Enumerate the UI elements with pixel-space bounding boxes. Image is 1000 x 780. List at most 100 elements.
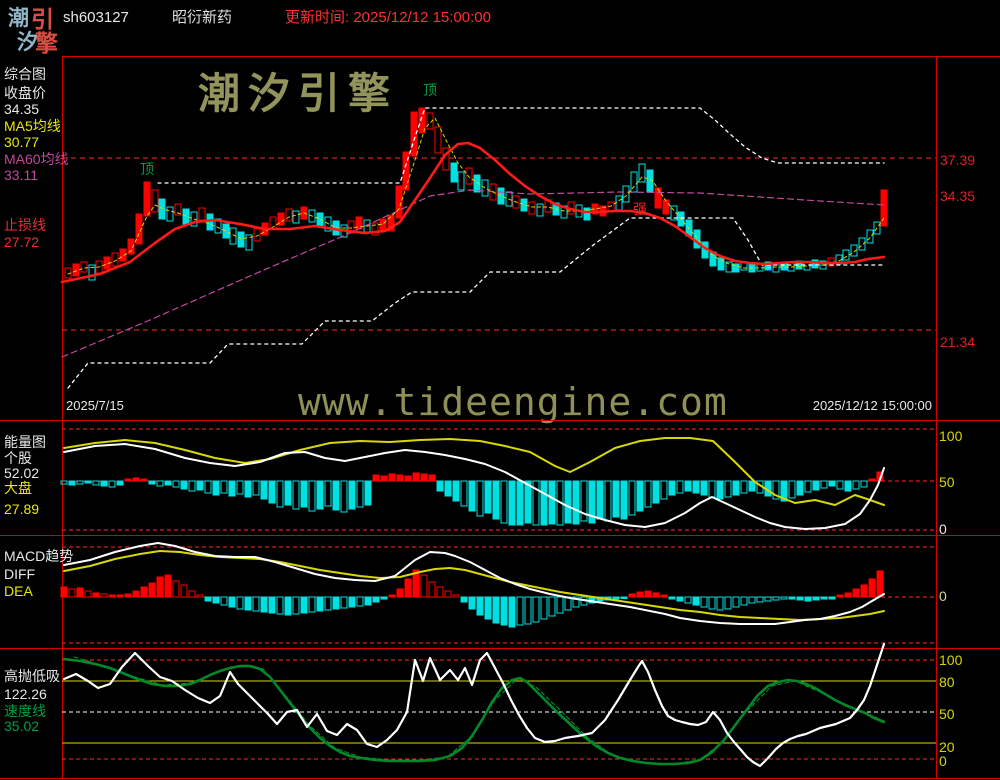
panel-border bbox=[0, 420, 1000, 421]
p2-bar bbox=[84, 480, 92, 484]
p3-bar bbox=[316, 596, 324, 612]
p2-bar bbox=[436, 480, 444, 492]
candle bbox=[866, 229, 874, 244]
p2-bar bbox=[852, 480, 860, 490]
p3-bar bbox=[732, 596, 740, 608]
p2-bar bbox=[492, 480, 500, 520]
sidebar-stoploss-label: 止损线 bbox=[4, 217, 46, 233]
p3-bar bbox=[572, 596, 580, 608]
p3-bar bbox=[60, 586, 68, 598]
p2-bar bbox=[708, 480, 716, 498]
axis-label: 50 bbox=[939, 474, 955, 490]
p2-bar bbox=[564, 480, 572, 524]
stock-code: sh603127 bbox=[63, 9, 129, 26]
axis-label: 0 bbox=[939, 753, 947, 769]
stock-name: 昭衍新药 bbox=[172, 9, 233, 26]
p2-bar bbox=[572, 480, 580, 525]
candle bbox=[72, 263, 80, 277]
p2-bar bbox=[124, 478, 132, 482]
p3-bar bbox=[692, 596, 700, 606]
p3-bar bbox=[668, 596, 676, 600]
sidebar-speed-value: 35.02 bbox=[4, 718, 40, 734]
p3-bar bbox=[484, 596, 492, 620]
p2-bar bbox=[804, 480, 812, 493]
candle bbox=[158, 198, 166, 220]
p3-bar bbox=[652, 592, 660, 598]
candle bbox=[174, 203, 182, 216]
candle bbox=[481, 179, 489, 197]
p3-bar bbox=[436, 586, 444, 598]
p2-bar bbox=[644, 480, 652, 508]
p2-bar bbox=[100, 480, 108, 487]
p3-bar bbox=[812, 596, 820, 601]
p2-bar bbox=[724, 480, 732, 498]
axis-label: 50 bbox=[939, 706, 955, 722]
p2-bar bbox=[292, 480, 300, 510]
p2-bar bbox=[380, 475, 388, 482]
p2-bar bbox=[476, 480, 484, 517]
p2-bar bbox=[484, 480, 492, 514]
p2-bar bbox=[316, 480, 324, 510]
p2-bar bbox=[740, 480, 748, 494]
candle bbox=[583, 207, 591, 221]
p3-bar bbox=[524, 596, 532, 625]
top-marker: 顶 bbox=[140, 161, 154, 177]
axis-label: 20 bbox=[939, 739, 955, 755]
candle bbox=[630, 171, 638, 193]
p3-bar bbox=[508, 596, 516, 628]
p2-bar bbox=[60, 480, 68, 485]
p2-bar bbox=[652, 480, 660, 504]
sidebar-indicator-name: 综合图 bbox=[4, 66, 46, 82]
p3-bar bbox=[868, 578, 876, 598]
p2-bar bbox=[404, 475, 412, 482]
p2-bar bbox=[116, 480, 124, 486]
p3-bar bbox=[476, 596, 484, 616]
candle bbox=[873, 221, 881, 235]
p2-bar bbox=[284, 480, 292, 506]
stop-loss-line bbox=[61, 189, 885, 358]
p3-bar bbox=[780, 596, 788, 600]
stock-line bbox=[63, 443, 885, 530]
p3-bar bbox=[492, 596, 500, 624]
candle bbox=[811, 259, 819, 269]
p3-bar bbox=[660, 594, 668, 598]
p2-bar bbox=[332, 480, 340, 511]
sidebar-macd-label: MACD趋势 bbox=[4, 548, 74, 564]
axis-label: 100 bbox=[939, 652, 963, 668]
p3-bar bbox=[140, 586, 148, 598]
candle bbox=[285, 208, 293, 222]
p2-bar bbox=[324, 480, 332, 507]
p2-bar bbox=[412, 472, 420, 482]
p3-bar bbox=[380, 596, 388, 600]
p3-bar bbox=[628, 593, 636, 598]
p2-bar bbox=[540, 480, 548, 526]
diff-line bbox=[63, 542, 885, 625]
p2-bar bbox=[252, 480, 260, 496]
p3-bar bbox=[196, 594, 204, 598]
p3-bar bbox=[444, 590, 452, 598]
p3-bar bbox=[756, 596, 764, 603]
candle bbox=[119, 248, 127, 262]
p3-bar bbox=[836, 594, 844, 598]
candle bbox=[277, 212, 285, 226]
strong-marker: 强 bbox=[633, 201, 647, 217]
candle bbox=[143, 181, 151, 217]
p3-bar bbox=[684, 596, 692, 604]
p3-bar bbox=[532, 596, 540, 623]
p3-bar bbox=[108, 594, 116, 598]
p2-bar bbox=[668, 480, 676, 496]
p2-bar bbox=[812, 480, 820, 491]
candle bbox=[88, 264, 96, 281]
p2-bar bbox=[420, 473, 428, 482]
candle bbox=[253, 228, 261, 242]
candle bbox=[654, 187, 662, 209]
p2-bar bbox=[500, 480, 508, 524]
candle bbox=[638, 163, 646, 183]
p3-bar bbox=[540, 596, 548, 620]
p3-bar bbox=[612, 596, 620, 600]
candle bbox=[858, 237, 866, 251]
p2-bar bbox=[636, 480, 644, 512]
panel-border bbox=[0, 778, 1000, 779]
p3-bar bbox=[764, 596, 772, 602]
